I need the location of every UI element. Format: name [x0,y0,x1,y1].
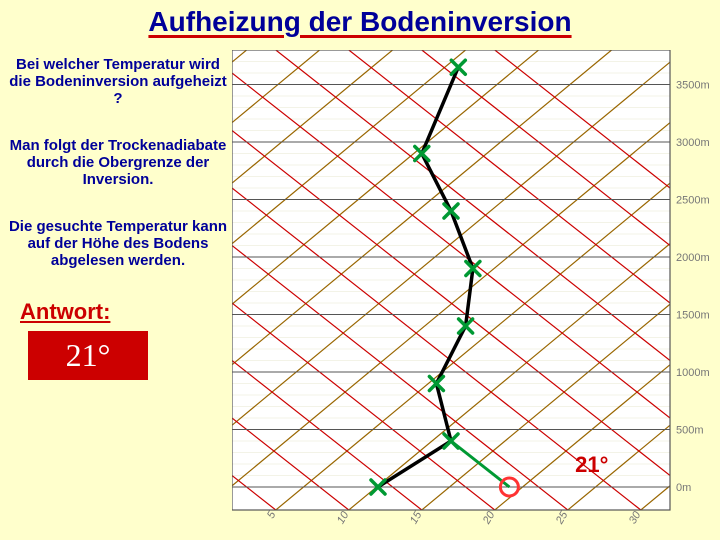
left-column: Bei welcher Temperatur wird die Bodeninv… [8,56,228,380]
answer-label: Antwort: [20,299,228,325]
question-para: Bei welcher Temperatur wird die Bodeninv… [8,56,228,107]
svg-text:3500m: 3500m [676,80,710,92]
svg-text:1000m: 1000m [676,367,710,379]
svg-text:0m: 0m [676,482,691,494]
svg-text:3000m: 3000m [676,137,710,149]
svg-text:2500m: 2500m [676,195,710,207]
svg-text:500m: 500m [676,425,704,437]
instruction-para-2: Die gesuchte Temperatur kann auf der Höh… [8,218,228,269]
svg-text:10: 10 [335,509,352,526]
svg-text:1500m: 1500m [676,310,710,322]
svg-text:2000m: 2000m [676,252,710,264]
svg-text:15: 15 [408,509,425,526]
skew-t-chart: 0m500m1000m1500m2000m2500m3000m3500m5101… [232,50,712,528]
svg-text:20: 20 [480,509,497,527]
answer-value: 21° [28,331,148,380]
page-title: Aufheizung der Bodeninversion [0,0,720,40]
svg-text:25: 25 [553,509,570,527]
answer-callout: 21° [575,452,608,478]
svg-text:30: 30 [627,509,644,526]
instruction-para-1: Man folgt der Trockenadiabate durch die … [8,137,228,188]
